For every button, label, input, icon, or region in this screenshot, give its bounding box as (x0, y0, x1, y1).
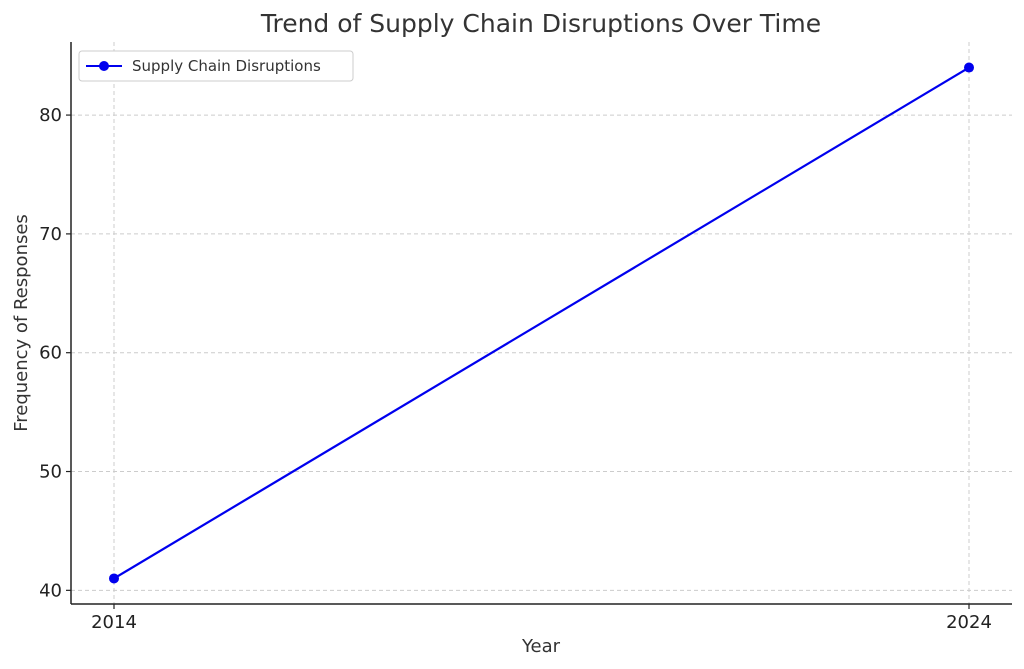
y-tick-label: 80 (39, 105, 62, 126)
y-tick-label: 50 (39, 462, 62, 483)
plot-area (109, 62, 974, 584)
legend: Supply Chain Disruptions (78, 50, 354, 82)
x-axis-ticks: 2014 2024 (91, 604, 992, 633)
x-axis-label: Year (521, 636, 561, 657)
legend-entry-label: Supply Chain Disruptions (132, 57, 321, 75)
y-tick-label: 40 (39, 580, 62, 601)
y-tick-label: 70 (39, 224, 62, 245)
series-line (113, 66, 970, 580)
grid (71, 42, 1012, 604)
y-axis-ticks: 40 50 60 70 80 (39, 105, 71, 601)
x-tick-label: 2024 (946, 612, 992, 633)
legend-marker-swatch (99, 61, 109, 71)
chart-title: Trend of Supply Chain Disruptions Over T… (260, 9, 821, 38)
y-tick-label: 60 (39, 343, 62, 364)
y-axis-label: Frequency of Responses (11, 214, 32, 432)
legend-box (78, 50, 354, 82)
data-point (964, 62, 974, 73)
data-point (109, 573, 119, 584)
x-tick-label: 2014 (91, 612, 137, 633)
